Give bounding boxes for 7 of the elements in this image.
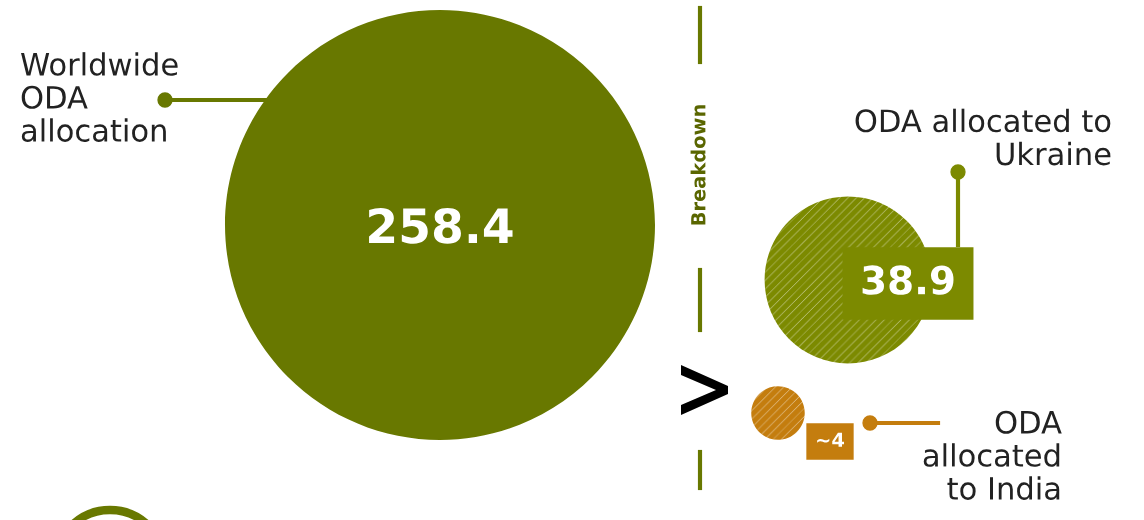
text: Breakdown xyxy=(690,105,706,225)
category-label: Worldwide ODA allocation xyxy=(21,52,178,142)
category-label: ODA allocated to India xyxy=(923,410,1062,500)
data-label: ~4 xyxy=(817,432,845,447)
data-label: 258.4 xyxy=(369,207,513,244)
data-label: 38.9 xyxy=(862,265,954,295)
category-label: ODA allocated to Ukraine xyxy=(855,108,1111,166)
